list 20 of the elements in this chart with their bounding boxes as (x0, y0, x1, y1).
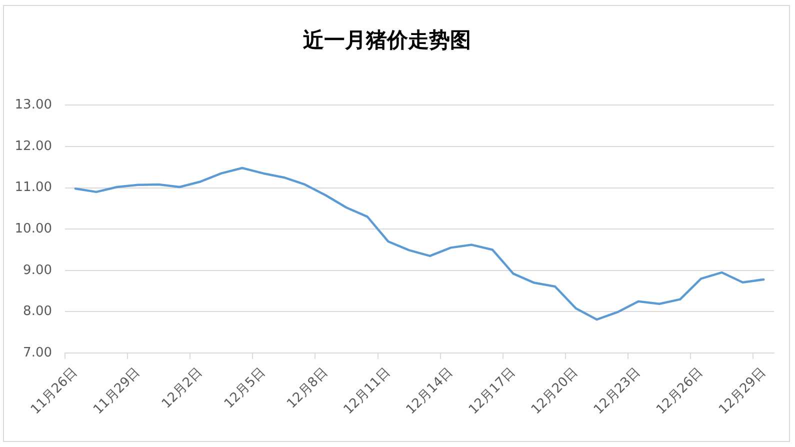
x-tick-label: 12月20日 (528, 365, 582, 418)
y-tick-label: 8.00 (23, 304, 52, 320)
x-tick-label: 11月29日 (90, 365, 144, 418)
x-tick-label: 12月8日 (284, 365, 331, 412)
x-tick-label: 12月23日 (591, 365, 644, 418)
x-tick-label: 12月11日 (341, 365, 394, 418)
x-tick-label: 12月29日 (716, 365, 769, 418)
y-tick-label: 9.00 (23, 262, 52, 278)
x-tick-label: 12月2日 (159, 365, 206, 412)
chart-title: 近一月猪价走势图 (302, 28, 471, 52)
x-tick-label: 12月26日 (654, 365, 706, 418)
x-tick-label: 12月17日 (466, 365, 519, 418)
y-tick-label: 12.00 (14, 138, 52, 154)
y-tick-label: 13.00 (14, 98, 52, 113)
y-tick-label: 11.00 (14, 180, 52, 196)
x-tick-label: 12月5日 (222, 365, 268, 412)
x-tick-label: 12月14日 (404, 365, 456, 418)
y-tick-label: 7.00 (23, 345, 52, 360)
x-tick-label: 11月26日 (28, 365, 81, 418)
y-tick-label: 10.00 (14, 221, 52, 236)
